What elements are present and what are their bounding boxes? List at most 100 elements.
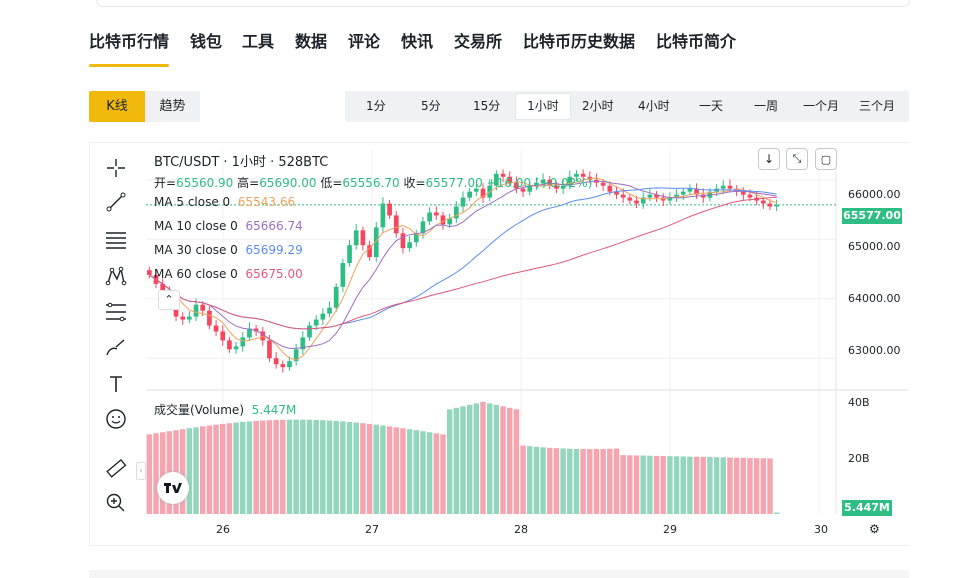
ma10-label: MA 10 close 0	[154, 219, 238, 233]
volume-bar	[506, 407, 513, 514]
candle-body	[767, 203, 773, 207]
timeframe-5m[interactable]: 5分	[421, 99, 441, 113]
ma5-value: 65543.66	[237, 195, 296, 209]
ma5-row: MA 5 close 0 65543.66	[154, 195, 295, 209]
candle-body	[554, 185, 559, 189]
nav-item-wallet[interactable]: 钱包	[190, 32, 223, 51]
collapse-toolbar-button[interactable]: ‹	[136, 462, 146, 480]
volume-bar	[293, 419, 299, 514]
volume-bar	[413, 430, 420, 514]
nav-item-tools[interactable]: 工具	[242, 32, 275, 51]
nav-item-news[interactable]: 快讯	[401, 32, 434, 51]
candle-body	[433, 212, 439, 216]
horizontal-lines-icon[interactable]	[100, 226, 132, 254]
ma60-label: MA 60 close 0	[154, 267, 238, 281]
zoom-in-icon[interactable]	[100, 489, 132, 517]
nav-item-comments[interactable]: 评论	[348, 32, 381, 51]
candle-body	[247, 328, 252, 338]
volume-bar	[266, 420, 273, 514]
fullscreen-button[interactable]: ⤡	[786, 148, 808, 170]
nav-item-btc-history[interactable]: 比特币历史数据	[523, 32, 636, 51]
candle-body	[647, 194, 653, 198]
candle-body	[440, 215, 446, 225]
candle-body	[220, 331, 226, 341]
collapse-legend-button[interactable]: ⌃	[158, 290, 180, 310]
candle-body	[307, 325, 312, 338]
candle-body	[720, 185, 726, 189]
tradingview-logo	[157, 472, 189, 504]
nav-item-exchanges[interactable]: 交易所	[454, 32, 503, 51]
volume-bar	[747, 457, 753, 514]
high-label: 高=	[237, 176, 260, 190]
volume-bar	[213, 424, 219, 514]
download-button[interactable]: ↓	[758, 148, 780, 170]
candle-body	[774, 204, 779, 207]
volume-bar	[733, 457, 740, 514]
candle-body	[233, 346, 239, 350]
ma60-row: MA 60 close 0 65675.00	[154, 267, 303, 281]
candle-body	[574, 173, 579, 177]
timeframe-1w[interactable]: 一周	[754, 99, 779, 113]
chevron-up-icon: ⌃	[164, 293, 174, 306]
volume-bar	[366, 423, 373, 514]
candle-body	[313, 319, 319, 326]
volume-bar	[640, 455, 646, 514]
candle-body	[187, 316, 192, 320]
candle-body	[640, 197, 646, 204]
timeframe-1d[interactable]: 一天	[699, 99, 724, 113]
candle-body	[320, 313, 326, 320]
candle-body	[600, 182, 606, 186]
emoji-icon[interactable]	[100, 405, 132, 433]
settings-button[interactable]: ▢	[815, 148, 837, 170]
tab-trend[interactable]: 趋势	[145, 91, 200, 122]
timeframe-2h[interactable]: 2小时	[582, 99, 614, 113]
candle-body	[180, 316, 186, 320]
volume-bar	[253, 420, 259, 514]
volume-bar	[273, 419, 279, 514]
nav-item-btc-intro[interactable]: 比特币简介	[656, 32, 737, 51]
volume-legend: 成交量(Volume) 5.447M	[154, 401, 296, 418]
timeframe-4h[interactable]: 4小时	[638, 99, 670, 113]
volume-bar	[527, 446, 533, 514]
nav-item-data[interactable]: 数据	[295, 32, 328, 51]
volume-bar	[767, 458, 773, 514]
volume-bar	[226, 423, 233, 514]
nav-item-btc-market[interactable]: 比特币行情	[89, 32, 170, 51]
time-axis-label: 26	[216, 523, 230, 536]
candle-body	[193, 304, 199, 317]
timeframe-1h[interactable]: 1小时	[515, 93, 571, 120]
settings-gear-icon[interactable]: ⚙	[869, 522, 880, 536]
candle-body	[373, 227, 379, 258]
active-nav-underline	[89, 64, 169, 67]
brush-icon[interactable]	[100, 334, 132, 362]
candle-body	[620, 194, 626, 198]
volume-bar	[306, 419, 313, 514]
volume-bar	[233, 422, 239, 514]
candle-body	[694, 188, 699, 195]
text-tool-icon[interactable]	[100, 370, 132, 398]
timeframe-1m[interactable]: 1分	[366, 99, 386, 113]
expand-icon: ⤡	[792, 152, 802, 165]
tab-kline[interactable]: K线	[89, 91, 145, 122]
candle-body	[200, 304, 206, 311]
trend-line-icon[interactable]	[100, 188, 132, 216]
volume-bar	[547, 447, 553, 514]
candle-body	[460, 197, 466, 207]
pattern-icon[interactable]	[100, 262, 132, 290]
candle-body	[427, 212, 432, 222]
volume-bar	[406, 429, 413, 514]
timeframe-3mo[interactable]: 三个月	[859, 99, 896, 113]
current-price-tag: 65577.00	[842, 208, 902, 224]
high-value: 65690.00	[259, 176, 317, 190]
ruler-icon[interactable]	[100, 454, 132, 482]
timeframe-15m[interactable]: 15分	[473, 99, 501, 113]
candle-body	[413, 233, 419, 243]
timeframe-1mo[interactable]: 一个月	[803, 99, 840, 113]
fib-lines-icon[interactable]	[100, 298, 132, 326]
volume-bar	[687, 456, 693, 514]
candle-body	[627, 197, 633, 201]
crosshair-icon[interactable]	[100, 154, 132, 182]
volume-bar	[533, 446, 540, 514]
time-axis-label: 27	[365, 523, 379, 536]
